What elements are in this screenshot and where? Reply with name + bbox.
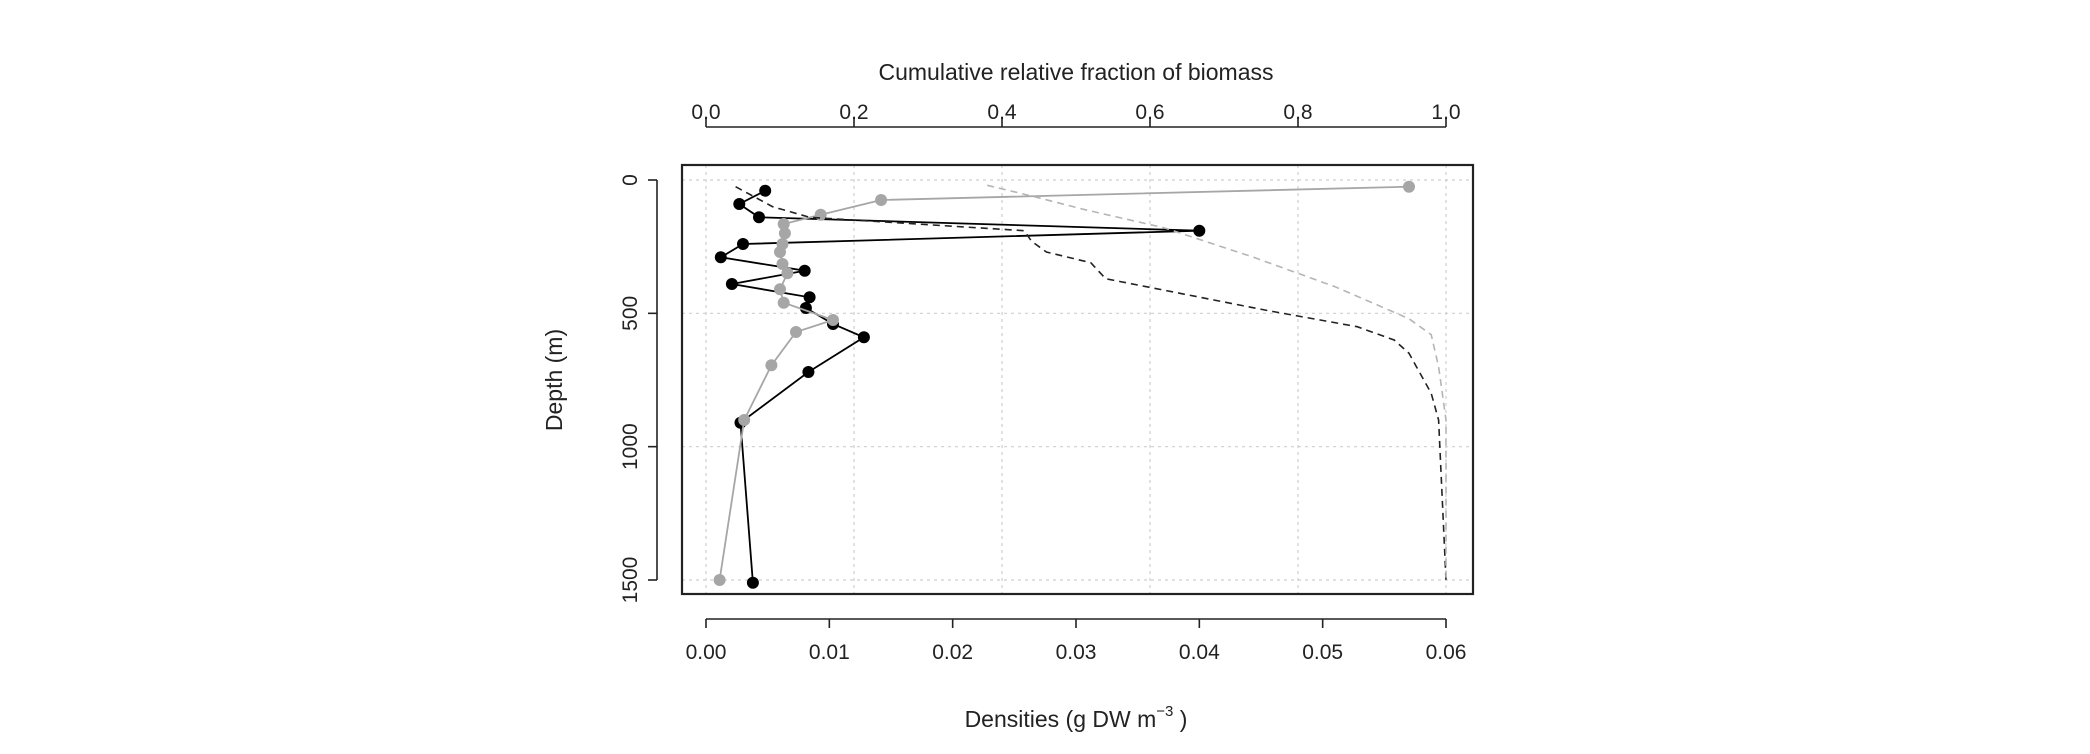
data-point-density-black [737,238,749,250]
bottom-axis-tick-label: 0.01 [809,641,850,664]
data-point-density-grey [713,574,726,586]
series-line-cumulative-grey-dashed [987,184,1447,580]
data-point-density-grey [875,194,888,206]
data-point-density-grey [827,314,839,326]
data-point-density-black [803,291,816,304]
series-line-density-grey [718,185,1410,581]
top-axis-tick-label: 0.0 [691,101,720,124]
data-point-density-black [1193,224,1206,237]
data-point-density-grey [738,414,751,426]
data-point-density-black [857,331,870,344]
data-point-density-black [798,264,811,277]
series-line-density-black [718,189,1200,583]
bottom-axis-tick-label: 0.02 [932,641,973,664]
data-point-density-black [725,278,738,290]
top-axis-tick-label: 0.6 [1135,101,1164,124]
left-axis-tick-label: 0 [619,174,642,186]
left-axis-tick-label: 1000 [619,423,642,470]
data-point-density-grey [814,208,827,221]
data-point-density-grey [765,359,778,372]
bottom-axis-tick-label: 0.00 [686,641,727,664]
top-axis-tick-label: 0.8 [1283,101,1312,124]
data-point-density-grey [778,227,791,240]
data-point-density-black [746,576,759,589]
data-point-density-grey [776,258,789,270]
bottom-axis-tick-label: 0.06 [1426,641,1467,664]
series-layer [713,180,1447,589]
data-point-density-black [802,366,815,378]
left-axis-tick-label: 500 [619,296,642,331]
bottom-axis-title: Densities (g DW m−3 ) [965,703,1188,732]
data-point-density-grey [774,246,786,258]
bottom-axis-tick-label: 0.05 [1302,641,1343,664]
grid-layer [682,165,1473,594]
left-axis-title: Depth (m) [541,329,567,431]
plot-frame [680,163,1475,596]
bottom-axis-title-end: ) [1173,706,1187,732]
top-axis: 0.0 0.2 0.4 0.6 0.8 1.0 [691,101,1461,128]
data-point-density-grey [790,326,802,338]
data-point-density-grey [1403,180,1415,193]
data-point-density-black [753,211,765,224]
left-axis: 0 500 1000 1500 [619,174,658,604]
top-axis-tick-label: 0.4 [987,101,1017,124]
bottom-axis: 0.00 0.01 0.02 0.03 0.04 0.05 0.06 [686,618,1467,664]
left-axis-tick-label: 1500 [619,557,642,604]
data-point-density-black [714,251,727,264]
data-point-density-grey [777,296,790,309]
bottom-axis-title-main: Densities (g DW m [965,706,1157,732]
bottom-axis-title-sup: −3 [1156,703,1173,720]
data-point-density-black [733,198,746,210]
bottom-axis-tick-label: 0.03 [1056,641,1097,664]
top-axis-tick-label: 1.0 [1431,101,1460,124]
data-point-density-black [759,184,772,197]
top-axis-title: Cumulative relative fraction of biomass [879,59,1274,85]
data-point-density-grey [777,218,790,230]
bottom-axis-tick-label: 0.04 [1179,641,1220,664]
data-point-density-grey [774,283,786,296]
data-point-density-grey [781,267,794,280]
top-axis-tick-label: 0.2 [839,101,868,124]
series-line-cumulative-black-dashed [735,185,1447,581]
